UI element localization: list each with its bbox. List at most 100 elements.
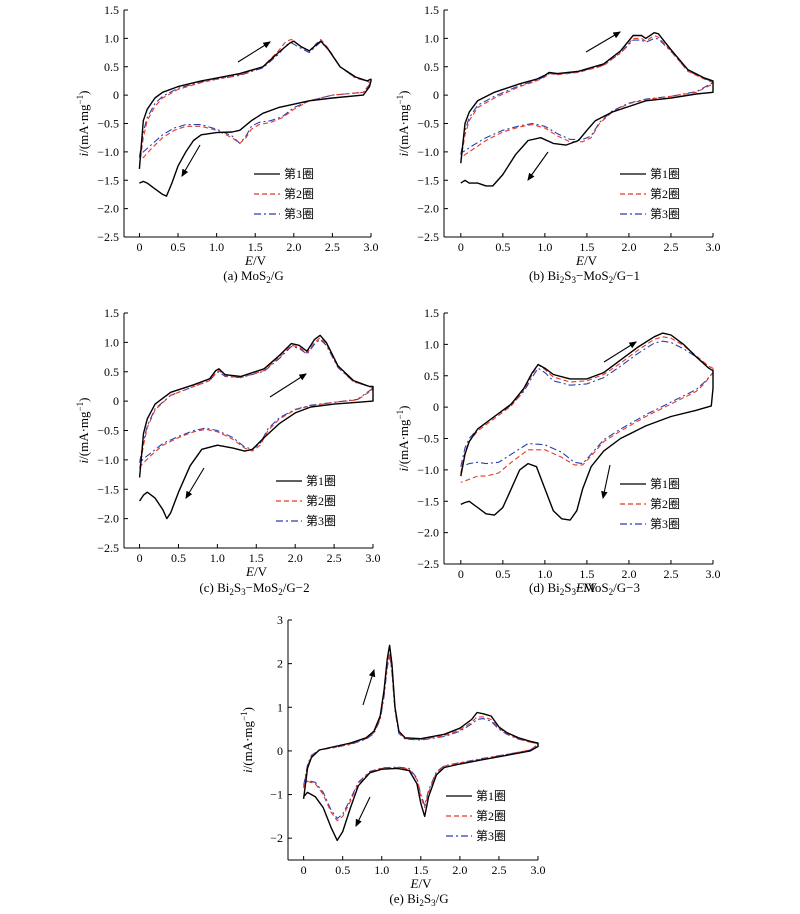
y-tick-label: −1.0: [97, 145, 119, 159]
y-tick-label: −1.5: [97, 482, 119, 496]
y-axis-label: i/(mA·mg−1): [395, 406, 411, 472]
series-line-cycle-3: [460, 340, 714, 468]
y-tick-label: −0.5: [417, 117, 439, 131]
y-tick-label: 1.5: [104, 306, 119, 320]
panel-caption: (d) Bi2S3−MoS2/G−3: [529, 580, 640, 597]
y-tick-label: 0.5: [104, 60, 119, 74]
legend-label: 第2圈: [306, 494, 336, 508]
y-tick-label: 0: [113, 394, 119, 408]
y-tick-label: −2.0: [417, 202, 439, 216]
legend-label: 第2圈: [650, 497, 680, 511]
y-tick-label: 1.5: [424, 306, 439, 320]
panel-caption: (b) Bi2S3−MoS2/G−1: [529, 268, 640, 285]
x-tick-label: 1.5: [413, 863, 428, 877]
x-tick-label: 3.0: [366, 551, 381, 565]
x-tick-label: 0.5: [171, 551, 186, 565]
y-tick-label: −1.0: [417, 463, 439, 477]
x-tick-label: 3.0: [531, 863, 546, 877]
y-tick-label: −1.0: [417, 145, 439, 159]
x-tick-label: 2.5: [663, 567, 678, 581]
y-tick-label: −2.5: [97, 230, 119, 244]
legend-label: 第1圈: [476, 789, 506, 803]
x-tick-label: 2.5: [327, 551, 342, 565]
y-tick-label: 1.0: [104, 335, 119, 349]
panel-caption: (c) Bi2S3−MoS2/G−2: [199, 580, 309, 597]
legend-label: 第3圈: [476, 829, 506, 843]
y-axis-label: i/(mA·mg−1): [75, 91, 91, 157]
legend-label: 第1圈: [650, 167, 680, 181]
x-axis-label: E/V: [244, 253, 267, 268]
x-tick-label: 2.5: [491, 863, 506, 877]
scan-direction-arrow: [362, 668, 376, 706]
series-line-cycle-1: [138, 334, 374, 520]
scan-direction-arrow: [269, 373, 307, 398]
y-tick-label: −2.5: [417, 230, 439, 244]
y-tick-label: 1.0: [104, 31, 119, 45]
chart-panel-b: −2.5 −2.0 −1.5 −1.0 −0.5 0 0.5 1.0 1.5 0 0.5 1.0 1.5…: [395, 3, 721, 285]
series-line-cycle-3: [460, 37, 714, 155]
scan-direction-arrow: [185, 467, 205, 499]
y-tick-label: 1.0: [424, 31, 439, 45]
legend-label: 第2圈: [284, 187, 314, 201]
y-tick-label: 0.5: [424, 369, 439, 383]
y-tick-label: 1.0: [424, 337, 439, 351]
y-tick-label: 1.5: [424, 3, 439, 17]
y-tick-label: −0.5: [97, 117, 119, 131]
x-tick-label: 0: [458, 567, 464, 581]
scan-direction-arrow: [527, 151, 549, 181]
series-line-cycle-1: [302, 644, 539, 842]
y-tick-label: −1.5: [417, 173, 439, 187]
x-tick-label: 1.0: [209, 240, 224, 254]
x-axis-label: E/V: [410, 876, 433, 891]
scan-direction-arrow: [181, 144, 201, 177]
y-tick-label: 3: [277, 613, 283, 627]
chart-panel-c: −2.5 −2.0 −1.5 −1.0 −0.5 0 0.5 1.0 1.5 0 0.5 1.0 1.5…: [75, 306, 381, 597]
x-tick-label: 3.0: [706, 567, 721, 581]
y-tick-label: −1: [270, 788, 283, 802]
x-tick-label: 2.0: [452, 863, 467, 877]
scan-direction-arrow: [601, 464, 611, 500]
x-axis-label: E/V: [575, 253, 598, 268]
panel-caption: (a) MoS2/G: [223, 268, 283, 285]
y-tick-label: −2.5: [417, 557, 439, 571]
x-tick-label: 0.5: [335, 863, 350, 877]
y-tick-label: −0.5: [417, 432, 439, 446]
x-axis-label: E/V: [575, 580, 598, 595]
series-line-cycle-2: [460, 34, 714, 161]
x-tick-label: 0.5: [171, 240, 186, 254]
x-tick-label: 0: [458, 240, 464, 254]
y-tick-label: 1: [277, 700, 283, 714]
y-axis-label: i/(mA·mg−1): [75, 398, 91, 464]
y-tick-label: 0: [433, 88, 439, 102]
y-axis-label: i/(mA·mg−1): [239, 707, 255, 773]
x-tick-label: 1.5: [249, 551, 264, 565]
series-line-cycle-1: [460, 332, 714, 521]
y-axis-label: i/(mA·mg−1): [395, 91, 411, 157]
x-tick-label: 1.5: [579, 240, 594, 254]
chart-panel-d: −2.5 −2.0 −1.5 −1.0 −0.5 0 0.5 1.0 1.5 0 0.5 1.0 1.5…: [395, 306, 721, 597]
series-line-cycle-2: [139, 337, 374, 469]
y-tick-label: −1.5: [417, 494, 439, 508]
x-tick-label: 2.5: [663, 240, 678, 254]
y-tick-label: 0.5: [104, 365, 119, 379]
y-tick-label: −1.0: [97, 453, 119, 467]
x-tick-label: 2.0: [286, 240, 301, 254]
legend-label: 第2圈: [476, 809, 506, 823]
y-tick-label: −2.0: [97, 512, 119, 526]
y-tick-label: 0: [113, 88, 119, 102]
x-tick-label: 1.0: [210, 551, 225, 565]
x-tick-label: 2.5: [325, 240, 340, 254]
x-tick-label: 3.0: [706, 240, 721, 254]
legend-label: 第1圈: [306, 474, 336, 488]
y-tick-label: 0: [433, 400, 439, 414]
legend-label: 第1圈: [284, 167, 314, 181]
y-tick-label: −2.0: [97, 202, 119, 216]
x-tick-label: 0.5: [495, 240, 510, 254]
series-line-cycle-2: [460, 336, 714, 483]
legend-label: 第3圈: [306, 514, 336, 528]
y-tick-label: −2.0: [417, 526, 439, 540]
x-tick-label: 2.0: [621, 240, 636, 254]
y-tick-label: 1.5: [104, 3, 119, 17]
